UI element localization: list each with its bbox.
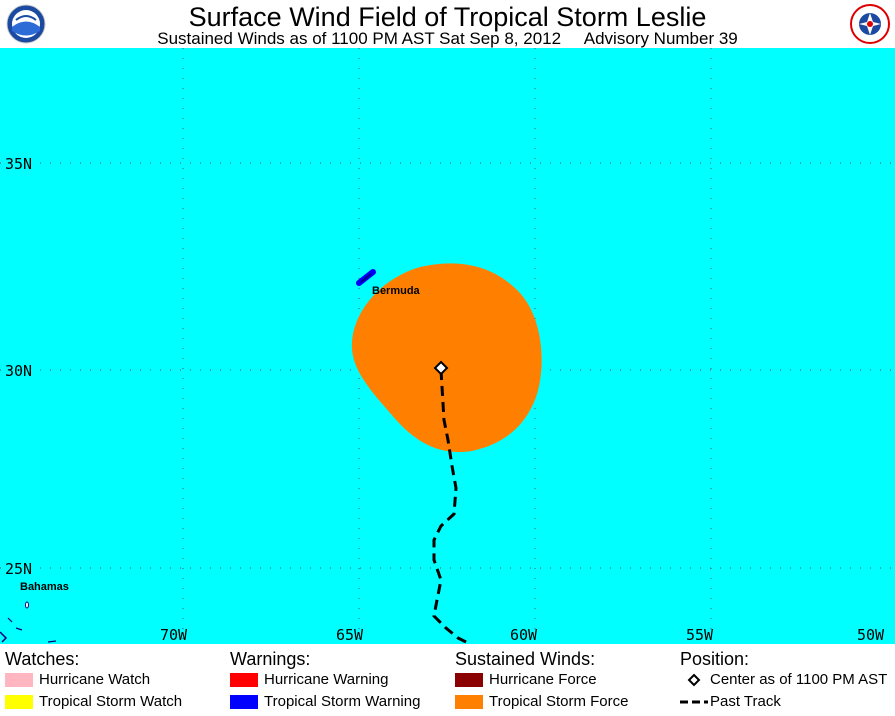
past-track-line: [432, 369, 471, 644]
lon-label: 60W: [510, 626, 538, 644]
tropical-storm-warning-swatch: [230, 695, 258, 709]
page-title: Surface Wind Field of Tropical Storm Les…: [188, 2, 707, 32]
tropical-storm-force-swatch: [455, 695, 483, 709]
legend-item-label: Tropical Storm Watch: [39, 693, 183, 710]
legend-item-label: Tropical Storm Warning: [264, 693, 421, 710]
diamond-icon: [687, 673, 701, 687]
legend-watches-heading: Watches:: [5, 649, 80, 669]
hurricane-force-swatch: [455, 673, 483, 687]
bahamas-label: Bahamas: [20, 581, 69, 593]
legend-item-label: Hurricane Warning: [264, 671, 389, 688]
header: Surface Wind Field of Tropical Storm Les…: [0, 0, 895, 48]
tropical-storm-watch-swatch: [5, 695, 33, 709]
legend-item-label: Past Track: [710, 693, 781, 710]
lon-label: 65W: [336, 626, 364, 644]
hurricane-warning-swatch: [230, 673, 258, 687]
legend: Watches: Hurricane Watch Tropical Storm …: [0, 644, 895, 716]
lon-label: 55W: [686, 626, 714, 644]
legend-item-label: Hurricane Watch: [39, 671, 151, 688]
bahamas-islands: [0, 601, 57, 643]
lat-label: 25N: [5, 560, 32, 578]
advisory-subtitle: Sustained Winds as of 1100 PM AST Sat Se…: [157, 29, 738, 48]
wind-field-map: 35N 30N 25N 70W 65W 60W 55W 50W Bermuda …: [0, 48, 895, 644]
tropical-storm-force-wind-field: [351, 263, 542, 453]
hurricane-watch-swatch: [5, 673, 33, 687]
storm-center-diamond-icon: [433, 360, 449, 376]
bermuda-label: Bermuda: [372, 285, 421, 297]
lat-label: 30N: [5, 362, 32, 380]
nws-logo-icon: [850, 4, 890, 44]
legend-position-heading: Position:: [680, 649, 750, 669]
dashed-line-icon: [680, 700, 708, 704]
lat-label: 35N: [5, 155, 32, 173]
bermuda-island: [360, 273, 372, 283]
legend-item-label: Tropical Storm Force: [489, 693, 629, 710]
legend-warnings-heading: Warnings:: [230, 649, 311, 669]
lat-labels: 35N 30N 25N: [5, 155, 32, 578]
legend-item-label: Hurricane Force: [489, 671, 597, 688]
legend-item-label: Center as of 1100 PM AST: [710, 671, 888, 688]
lon-label: 50W: [857, 626, 885, 644]
noaa-logo-icon: [6, 4, 46, 44]
lon-label: 70W: [160, 626, 188, 644]
lon-labels: 70W 65W 60W 55W 50W: [160, 626, 885, 644]
legend-winds-heading: Sustained Winds:: [455, 649, 596, 669]
